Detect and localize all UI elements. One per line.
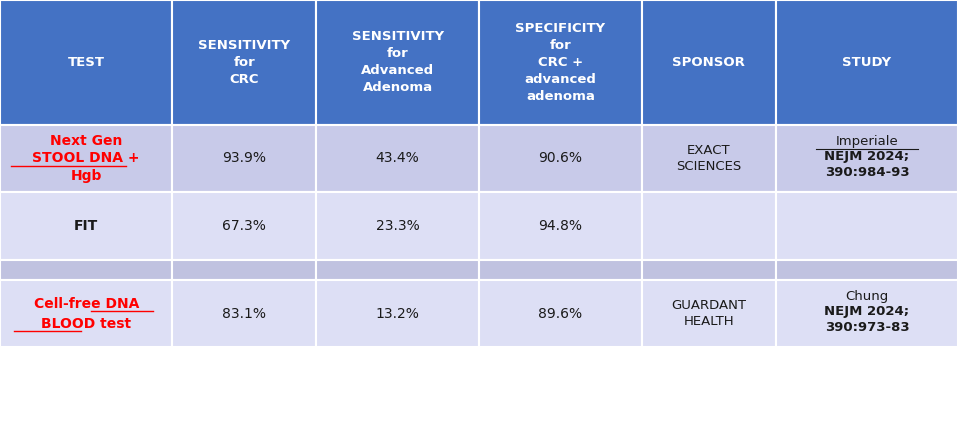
Text: 83.1%: 83.1% — [222, 306, 266, 321]
Text: FIT: FIT — [74, 219, 99, 233]
Bar — [172, 192, 316, 260]
Bar — [172, 260, 316, 280]
Text: Chung: Chung — [845, 291, 889, 303]
Bar — [642, 125, 776, 192]
Text: 89.6%: 89.6% — [538, 306, 582, 321]
Text: 13.2%: 13.2% — [376, 306, 420, 321]
Text: 390:984-93: 390:984-93 — [825, 166, 909, 179]
Bar — [776, 260, 958, 280]
Bar — [479, 260, 642, 280]
Bar — [172, 125, 316, 192]
Text: NEJM 2024;: NEJM 2024; — [825, 150, 909, 163]
Bar — [172, 280, 316, 347]
Text: Cell-free DNA: Cell-free DNA — [34, 297, 139, 311]
Bar — [0, 0, 172, 125]
Text: NEJM 2024;: NEJM 2024; — [825, 305, 909, 318]
Text: SPECIFICITY
for
CRC +
advanced
adenoma: SPECIFICITY for CRC + advanced adenoma — [515, 22, 605, 103]
Text: SENSITIVITY
for
Advanced
Adenoma: SENSITIVITY for Advanced Adenoma — [352, 30, 444, 94]
Text: STUDY: STUDY — [842, 56, 892, 69]
Text: GUARDANT
HEALTH: GUARDANT HEALTH — [672, 299, 746, 328]
Text: 93.9%: 93.9% — [222, 151, 266, 166]
Bar — [0, 125, 172, 192]
Text: STOOL DNA +: STOOL DNA + — [33, 151, 140, 166]
Text: 23.3%: 23.3% — [376, 219, 420, 233]
Text: SENSITIVITY
for
CRC: SENSITIVITY for CRC — [198, 39, 290, 86]
Text: Imperiale: Imperiale — [835, 135, 899, 148]
Bar — [776, 192, 958, 260]
Bar — [0, 192, 172, 260]
Text: 390:973-83: 390:973-83 — [825, 321, 909, 334]
Bar — [316, 192, 479, 260]
Bar — [479, 192, 642, 260]
Bar — [776, 280, 958, 347]
Bar — [776, 0, 958, 125]
Bar — [316, 280, 479, 347]
Bar — [0, 260, 172, 280]
Text: 67.3%: 67.3% — [222, 219, 266, 233]
Bar — [479, 0, 642, 125]
Text: TEST: TEST — [68, 56, 104, 69]
Bar — [316, 0, 479, 125]
Bar — [642, 260, 776, 280]
Text: 94.8%: 94.8% — [538, 219, 582, 233]
Bar — [479, 125, 642, 192]
Text: BLOOD test: BLOOD test — [41, 316, 131, 330]
Bar — [316, 125, 479, 192]
Text: EXACT
SCIENCES: EXACT SCIENCES — [676, 144, 741, 173]
Bar — [642, 192, 776, 260]
Text: Next Gen: Next Gen — [50, 134, 123, 148]
Bar — [316, 260, 479, 280]
Bar — [642, 0, 776, 125]
Text: Hgb: Hgb — [71, 169, 102, 183]
Bar — [0, 280, 172, 347]
Text: SPONSOR: SPONSOR — [673, 56, 745, 69]
Bar — [776, 125, 958, 192]
Bar — [642, 280, 776, 347]
Text: 90.6%: 90.6% — [538, 151, 582, 166]
Bar — [172, 0, 316, 125]
Text: 43.4%: 43.4% — [376, 151, 420, 166]
Bar — [479, 280, 642, 347]
